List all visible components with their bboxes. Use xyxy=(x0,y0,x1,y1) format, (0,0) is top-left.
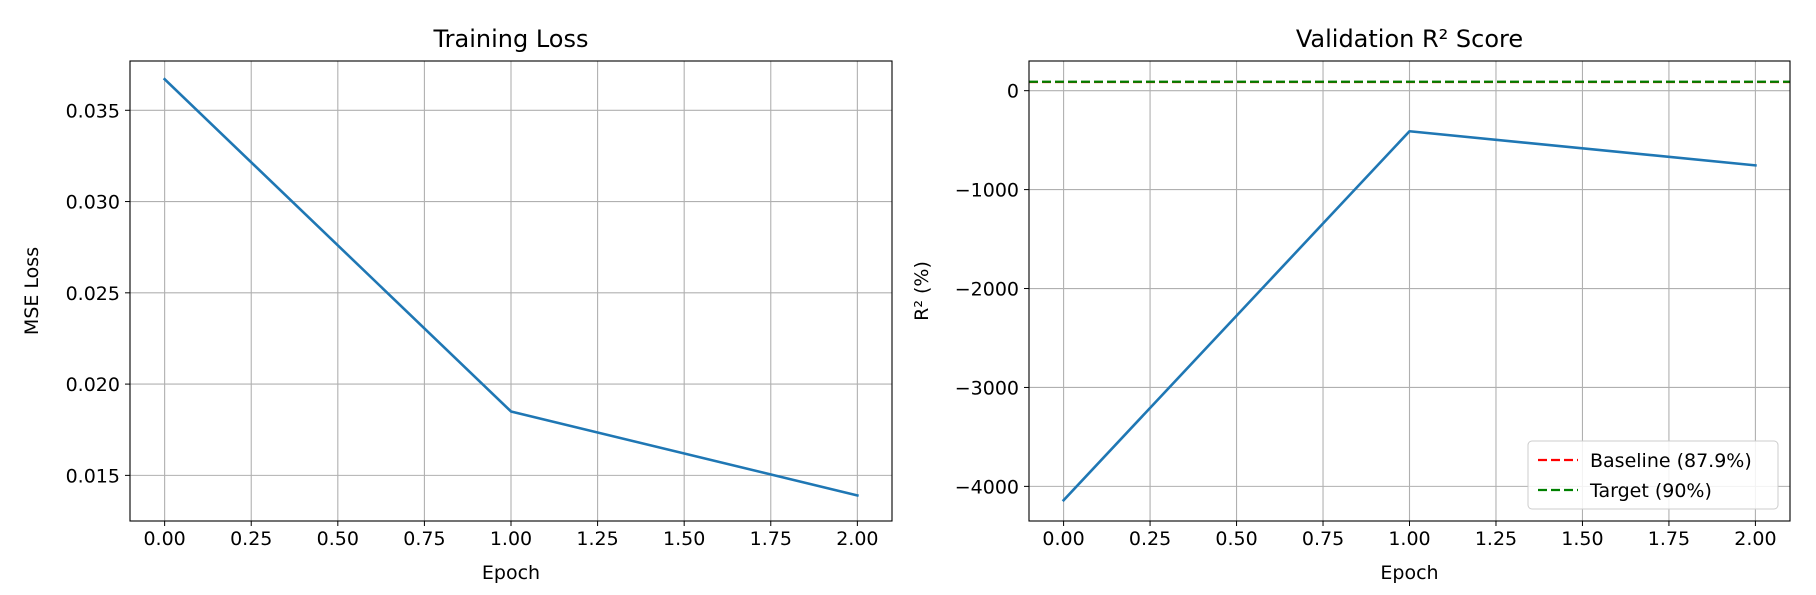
y-tick-label: −1000 xyxy=(955,180,1019,202)
legend-label: Target (90%) xyxy=(1589,480,1712,502)
x-tick-label: 1.50 xyxy=(663,528,705,550)
chart-title: Validation R² Score xyxy=(1296,25,1523,53)
legend-box xyxy=(1527,440,1779,510)
legend-label: Baseline (87.9%) xyxy=(1590,450,1752,472)
y-tick-label: 0 xyxy=(1007,81,1019,103)
legend: Baseline (87.9%) Target (90%) xyxy=(1527,440,1779,510)
chart-title: Training Loss xyxy=(433,25,589,53)
x-tick-label: 0.50 xyxy=(1215,528,1257,550)
x-tick-label: 2.00 xyxy=(1734,528,1776,550)
x-tick-label: 0.75 xyxy=(1302,528,1344,550)
x-axis-label: Epoch xyxy=(482,562,540,584)
y-tick-label: −2000 xyxy=(955,279,1019,301)
x-tick-label: 1.25 xyxy=(576,528,618,550)
x-axis-label: Epoch xyxy=(1380,562,1438,584)
y-tick-label: 0.035 xyxy=(66,100,120,122)
y-tick-label: 0.020 xyxy=(66,374,120,396)
x-tick-label: 0.75 xyxy=(403,528,445,550)
x-tick-label: 0.50 xyxy=(317,528,359,550)
grid xyxy=(130,61,892,521)
chart-panel-2: 0.00 0.25 0.50 0.75 1.00 1.25 1.50 1.75 2.00 −400… xyxy=(911,25,1791,584)
x-tick-label: 2.00 xyxy=(836,528,878,550)
x-tick-label: 1.00 xyxy=(1388,528,1430,550)
grid xyxy=(1029,61,1790,521)
y-axis-label: R² (%) xyxy=(911,261,933,321)
x-tick-label: 1.25 xyxy=(1475,528,1517,550)
y-tick-label: 0.015 xyxy=(66,465,120,487)
y-tick-label: 0.025 xyxy=(66,283,120,305)
x-tick-label: 0.25 xyxy=(230,528,272,550)
x-tick-label: 1.75 xyxy=(1648,528,1690,550)
x-tick-label: 1.50 xyxy=(1561,528,1603,550)
y-tick-label: −3000 xyxy=(955,377,1019,399)
y-tick-label: −4000 xyxy=(955,476,1019,498)
x-tick-label: 0.25 xyxy=(1129,528,1171,550)
y-tick-label: 0.030 xyxy=(66,192,120,214)
x-tick-label: 0.00 xyxy=(1042,528,1084,550)
x-tick-label: 1.75 xyxy=(750,528,792,550)
chart-panel-1: 0.00 0.25 0.50 0.75 1.00 1.25 1.50 1.75 2.00 0.01… xyxy=(21,25,893,584)
x-tick-label: 0.00 xyxy=(143,528,185,550)
x-tick-label: 1.00 xyxy=(490,528,532,550)
y-axis-label: MSE Loss xyxy=(21,247,43,335)
